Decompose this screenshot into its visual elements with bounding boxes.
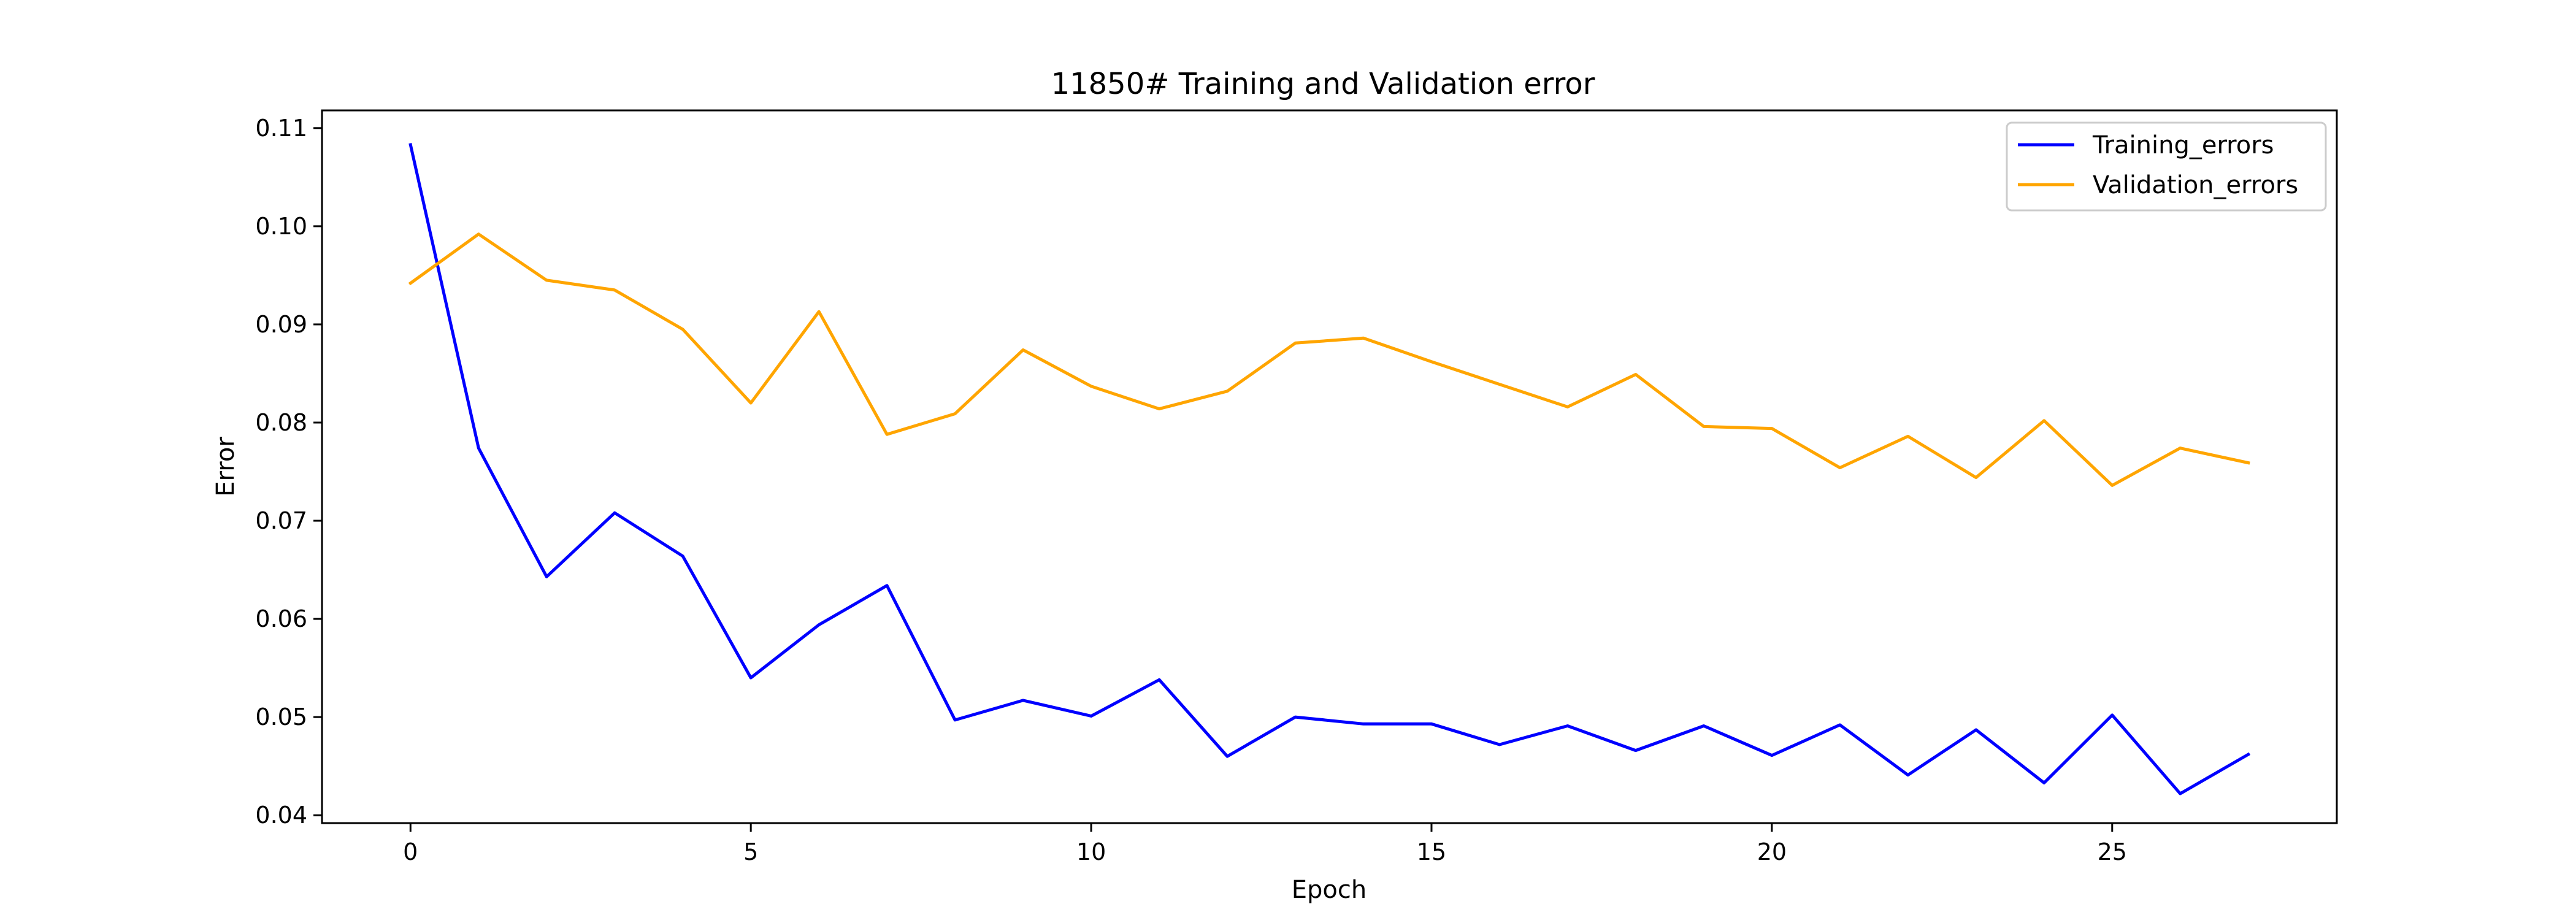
x-axis-ticks: 0 5 10 15 20 25 [403,823,2127,865]
chart-title: 11850# Training and Validation error [1051,67,1595,101]
validation-errors-line [408,232,2250,487]
legend-label-training: Training_errors [2092,131,2274,159]
y-tick-label: 0.08 [255,409,307,436]
x-tick-label: 0 [403,838,418,865]
x-axis-label: Epoch [1292,876,1367,904]
y-tick-label: 0.07 [255,507,307,534]
legend-box [2006,121,2327,212]
x-tick-label: 5 [743,838,758,865]
legend: Training_errors Validation_errors [2006,121,2327,212]
data-series [408,143,2251,795]
y-tick-label: 0.10 [255,213,307,240]
y-tick-label: 0.09 [255,311,307,338]
x-tick-label: 10 [1076,838,1106,865]
y-tick-label: 0.05 [255,703,307,730]
x-tick-label: 20 [1757,838,1787,865]
legend-label-validation: Validation_errors [2093,171,2298,199]
x-tick-label: 25 [2098,838,2127,865]
y-tick-label: 0.06 [255,605,307,632]
y-tick-label: 0.11 [255,115,307,142]
y-tick-label: 0.04 [255,802,307,829]
plot-area-frame [321,109,2338,824]
x-tick-label: 15 [1417,838,1446,865]
training-errors-line [408,143,2251,795]
y-axis-ticks: 0.04 0.05 0.06 0.07 0.08 0.09 0.10 0.11 [255,115,322,829]
y-axis-label: Error [212,437,240,497]
